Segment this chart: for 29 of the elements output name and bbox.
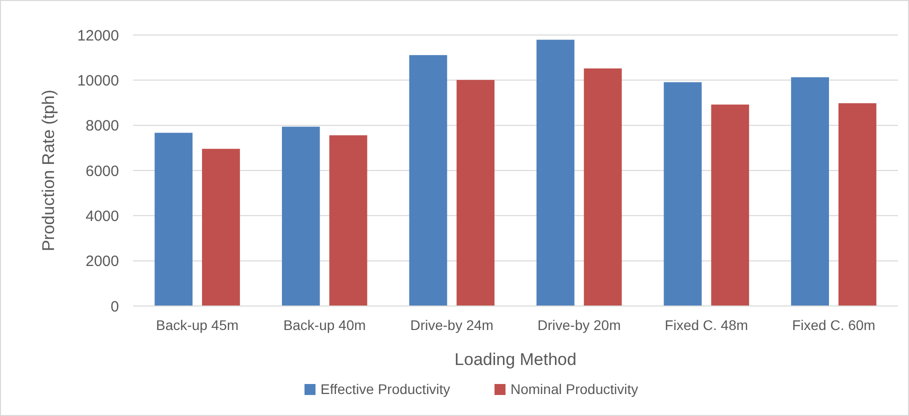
bar [456, 80, 494, 306]
y-tick-label: 8000 [86, 118, 119, 135]
bar [409, 55, 448, 306]
x-tick-label: Fixed C. 60m [792, 317, 876, 333]
x-tick-label: Drive-by 24m [410, 317, 494, 333]
bar [664, 82, 702, 306]
bar [584, 68, 622, 306]
bar [791, 77, 829, 306]
bar [154, 132, 193, 306]
y-axis-title: Production Rate (tph) [39, 90, 58, 252]
legend-label: Nominal Productivity [510, 381, 638, 397]
x-tick-label: Back-up 40m [283, 317, 366, 333]
bar [329, 135, 368, 306]
y-tick-label: 0 [110, 298, 119, 316]
y-tick-label: 4000 [86, 208, 119, 225]
y-tick-label: 12000 [77, 27, 119, 44]
bar [202, 148, 240, 306]
x-tick-label: Back-up 45m [156, 317, 239, 333]
x-tick-label: Fixed C. 48m [664, 317, 748, 333]
y-tick-label: 2000 [86, 253, 119, 270]
bar [282, 126, 320, 306]
y-tick-label: 10000 [77, 72, 119, 90]
bar [711, 104, 750, 306]
bar [838, 103, 876, 306]
bar [536, 40, 574, 306]
x-tick-label: Drive-by 20m [538, 317, 621, 333]
y-tick-label: 6000 [86, 162, 119, 180]
legend-label: Effective Productivity [320, 381, 450, 397]
x-axis-title: Loading Method [454, 350, 576, 369]
